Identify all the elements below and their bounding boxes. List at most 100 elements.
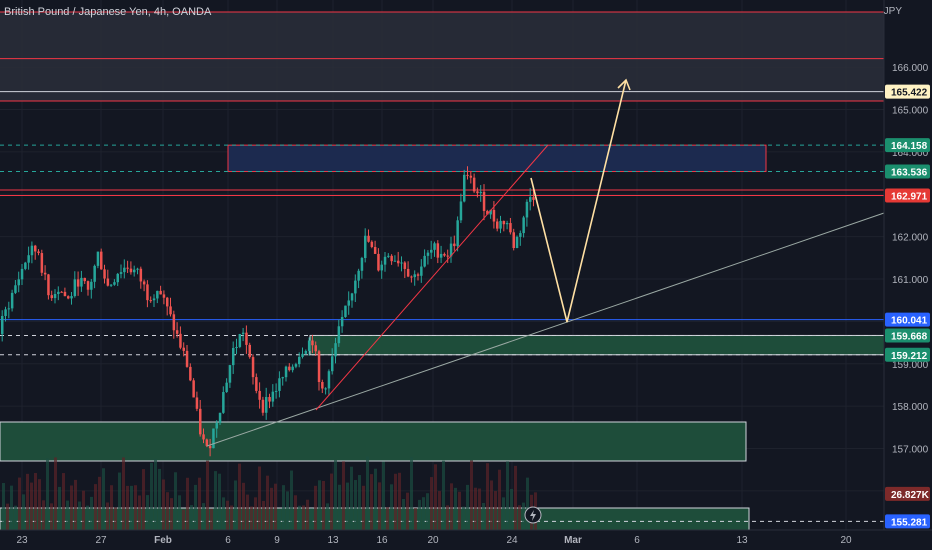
candle-body — [380, 264, 383, 271]
candle-body — [37, 251, 40, 254]
candle-body — [420, 266, 423, 276]
candle-body — [265, 397, 268, 413]
volume-bar — [58, 486, 61, 530]
candle-body — [73, 279, 77, 297]
time-tick-label: Mar — [564, 535, 582, 546]
time-tick-label: 16 — [376, 535, 388, 546]
volume-bar — [498, 469, 501, 530]
candle-body — [106, 278, 110, 286]
volume-bar — [94, 484, 97, 530]
candle-body — [80, 277, 83, 287]
candle-body — [182, 347, 185, 351]
candle-body — [393, 260, 397, 262]
candle-body — [70, 296, 73, 299]
volume-bar — [54, 457, 57, 530]
volume-bar — [326, 503, 329, 530]
candle-body — [238, 334, 242, 347]
candle-body — [456, 220, 459, 247]
candle-body — [235, 346, 238, 348]
candle-body — [192, 380, 195, 398]
candle-body — [93, 265, 96, 282]
price-tag-label: 159.668 — [891, 331, 928, 342]
volume-bar — [282, 485, 285, 530]
volume-bar — [462, 506, 465, 530]
price-tag — [885, 514, 930, 529]
candle-body — [281, 377, 284, 379]
candle-body — [288, 366, 291, 371]
candle-body — [189, 366, 192, 381]
candle-body — [162, 294, 166, 298]
demand-zone — [309, 334, 885, 356]
volume-bar — [370, 474, 373, 530]
candle-body — [426, 252, 430, 256]
candle-body — [476, 191, 479, 194]
candle-body — [218, 412, 222, 423]
candle-body — [83, 277, 86, 282]
candle-body — [205, 439, 209, 446]
volume-bar — [502, 497, 505, 530]
volume-bar — [494, 491, 497, 530]
time-tick-label: 20 — [427, 535, 439, 546]
candle-body — [248, 344, 251, 358]
candle-body — [486, 210, 489, 215]
candle-body — [17, 279, 20, 286]
candle-body — [350, 293, 354, 301]
candle-body — [334, 343, 337, 357]
volume-bar — [322, 480, 325, 530]
volume-bar — [350, 466, 353, 530]
volume-bar — [298, 505, 301, 530]
volume-bar — [206, 460, 209, 530]
candle-body — [228, 365, 232, 383]
time-tick-label: Feb — [154, 535, 172, 546]
candle-body — [139, 268, 143, 282]
volume-bar — [134, 485, 137, 530]
price-tag-label: 160.041 — [891, 316, 928, 327]
volume-bar — [290, 470, 293, 530]
candle-body — [76, 279, 80, 287]
candle-body — [364, 235, 367, 258]
volume-bar — [126, 485, 129, 530]
time-axis — [0, 530, 932, 550]
candle-body — [373, 247, 377, 254]
candle-body — [212, 428, 215, 449]
price-tag-label: 155.281 — [891, 517, 928, 528]
volume-bar — [10, 485, 13, 530]
candle-body — [27, 255, 30, 263]
volume-bar — [266, 475, 269, 530]
volume-bar — [306, 499, 309, 530]
volume-bar — [390, 484, 393, 530]
volume-bar — [138, 495, 141, 530]
candle-body — [344, 305, 347, 317]
candle-body — [532, 197, 535, 200]
time-tick-label: 23 — [16, 535, 28, 546]
candle-body — [274, 390, 278, 392]
price-tick-label: 166.000 — [892, 63, 929, 74]
candle-body — [522, 217, 525, 234]
volume-bar — [346, 482, 349, 530]
volume-bar — [374, 468, 377, 530]
candle-body — [449, 243, 453, 257]
volume-bar — [330, 473, 333, 530]
volume-bar — [278, 509, 281, 530]
candle-body — [4, 309, 7, 316]
volume-bar — [246, 494, 249, 530]
candle-body — [472, 177, 476, 192]
time-tick-label: 13 — [327, 535, 339, 546]
candle-body — [331, 356, 334, 372]
volume-bar — [470, 460, 473, 530]
candle-body — [423, 255, 426, 267]
candle-body — [400, 262, 403, 264]
projection-path — [530, 79, 627, 323]
candle-body — [20, 268, 24, 280]
candle-body — [258, 390, 261, 400]
candle-body — [360, 257, 364, 271]
candle-body — [126, 267, 129, 269]
time-tick-label: 9 — [274, 535, 280, 546]
volume-bar — [38, 479, 41, 530]
candle-body — [10, 292, 14, 309]
candle-body — [443, 253, 446, 256]
candle-body — [43, 272, 47, 275]
candle-body — [413, 274, 416, 278]
